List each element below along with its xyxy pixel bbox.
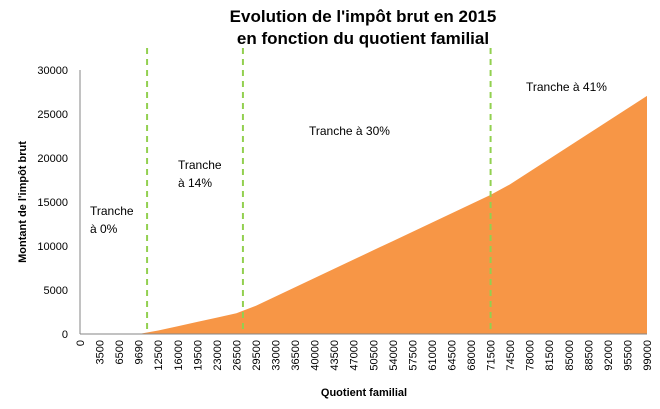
y-tick-label-15000: 15000 — [37, 197, 68, 209]
y-tick-label-10000: 10000 — [37, 241, 68, 253]
x-tick-label-26500: 26500 — [231, 340, 243, 371]
x-tick-label-12500: 12500 — [153, 340, 165, 371]
x-tick-label-61000: 61000 — [427, 340, 439, 371]
y-tick-label-25000: 25000 — [37, 109, 68, 121]
x-tick-label-16000: 16000 — [173, 340, 185, 371]
x-tick-label-3500: 3500 — [95, 340, 107, 364]
x-tick-label-0: 0 — [75, 340, 87, 346]
annotation-tranche-41: Tranche à 41% — [526, 80, 607, 94]
x-tick-label-74500: 74500 — [505, 340, 517, 371]
x-tick-label-92000: 92000 — [603, 340, 615, 371]
x-tick-label-40000: 40000 — [310, 340, 322, 371]
x-tick-label-71500: 71500 — [486, 340, 498, 371]
x-tick-label-68000: 68000 — [466, 340, 478, 371]
x-tick-label-50500: 50500 — [368, 340, 380, 371]
x-tick-label-85000: 85000 — [564, 340, 576, 371]
x-tick-label-9690: 9690 — [134, 340, 146, 364]
x-tick-label-54000: 54000 — [388, 340, 400, 371]
x-axis-label: Quotient familial — [321, 387, 407, 399]
chart-title-line-1: Evolution de l'impôt brut en 2015 — [230, 7, 497, 26]
x-tick-label-78000: 78000 — [525, 340, 537, 371]
x-tick-label-95500: 95500 — [622, 340, 634, 371]
annotation-tranche-30: Tranche à 30% — [309, 124, 390, 138]
x-tick-label-88500: 88500 — [583, 340, 595, 371]
annotation-tranche-14-line-1: Tranche — [178, 158, 222, 172]
chart-title-line-2: en fonction du quotient familial — [237, 29, 489, 48]
x-tick-label-99000: 99000 — [642, 340, 654, 371]
x-tick-label-36500: 36500 — [290, 340, 302, 371]
y-tick-label-0: 0 — [62, 329, 68, 341]
area-series — [80, 95, 647, 334]
x-tick-label-23000: 23000 — [212, 340, 224, 371]
annotation-tranche-0-line-2: à 0% — [90, 222, 118, 236]
y-tick-label-5000: 5000 — [44, 285, 68, 297]
x-tick-label-47000: 47000 — [349, 340, 361, 371]
x-tick-label-6500: 6500 — [114, 340, 126, 364]
y-tick-label-30000: 30000 — [37, 65, 68, 77]
x-tick-label-43500: 43500 — [329, 340, 341, 371]
x-tick-label-81500: 81500 — [544, 340, 556, 371]
x-tick-label-64500: 64500 — [446, 340, 458, 371]
annotation-tranche-14-line-2: à 14% — [178, 176, 212, 190]
x-tick-label-33000: 33000 — [271, 340, 283, 371]
annotation-tranche-0-line-1: Tranche — [90, 204, 134, 218]
x-tick-label-19500: 19500 — [192, 340, 204, 371]
x-tick-label-29500: 29500 — [251, 340, 263, 371]
x-tick-label-57500: 57500 — [407, 340, 419, 371]
y-axis-label: Montant de l'impôt brut — [17, 141, 29, 263]
y-tick-label-20000: 20000 — [37, 153, 68, 165]
